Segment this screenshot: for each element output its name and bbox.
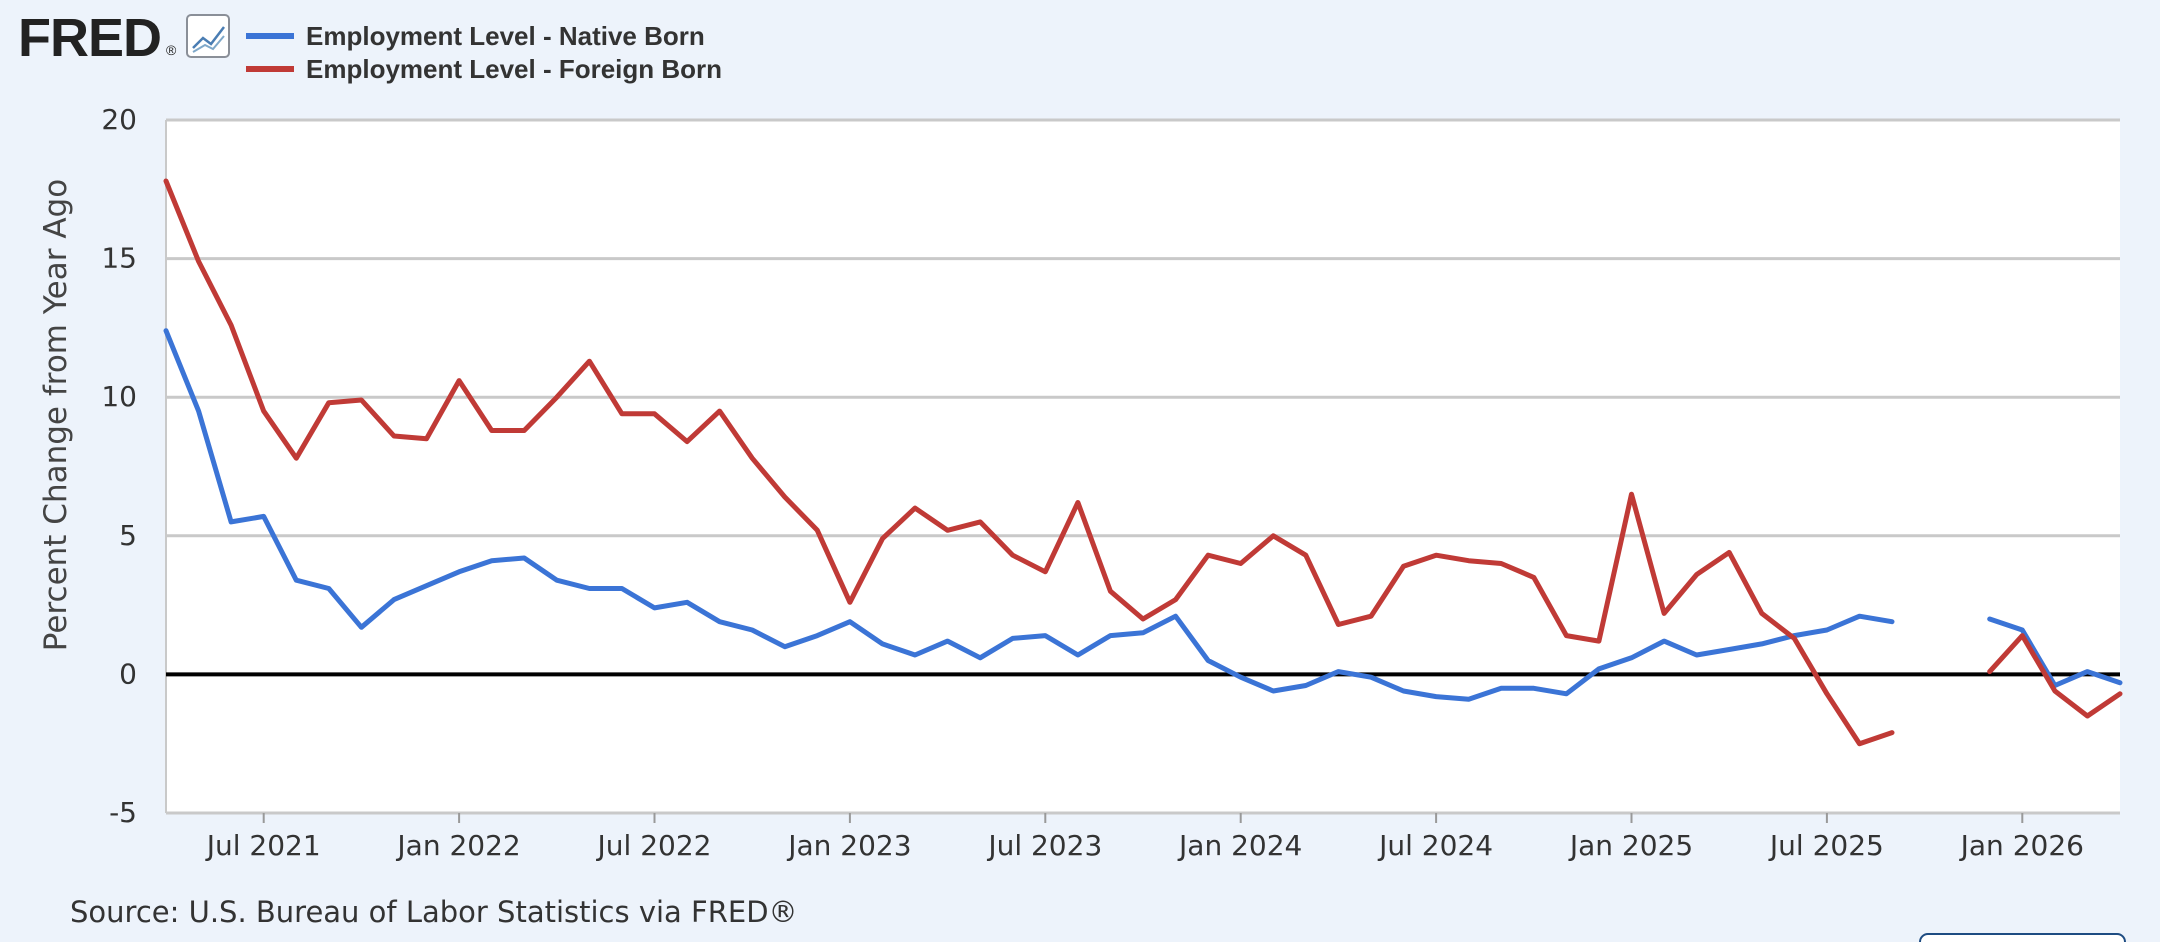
x-tick-label: Jan 2025 [1568, 829, 1693, 862]
registered-mark: ® [166, 42, 177, 58]
x-tick-label: Jan 2024 [1177, 829, 1302, 862]
legend-label-foreign-born: Employment Level - Foreign Born [306, 54, 722, 84]
line-chart-icon [186, 14, 230, 58]
x-tick-label: Jul 2022 [596, 829, 712, 862]
series-line-native-born [1987, 616, 2123, 688]
x-tick-label: Jul 2025 [1768, 829, 1884, 862]
bottom-right-button[interactable] [1919, 933, 2126, 942]
x-axis-ticks: Jul 2021 Jan 2022 Jul 2022 Jan 2023 Jul 2023… [205, 813, 2084, 862]
y-tick-label: -5 [109, 796, 137, 829]
x-tick-label: Jul 2024 [1377, 829, 1493, 862]
x-tick-label: Jan 2022 [395, 829, 520, 862]
series-line-native-born [163, 328, 1895, 702]
series-lines [163, 178, 2123, 747]
fred-logo-text: FRED [18, 8, 161, 68]
y-axis-ticks: -5 0 5 10 15 20 [101, 103, 137, 829]
series-line-foreign-born [163, 178, 1895, 747]
legend-label-native-born: Employment Level - Native Born [306, 21, 705, 51]
y-tick-label: 20 [101, 103, 137, 136]
fred-logo[interactable]: FRED ® [18, 8, 177, 68]
chart-legend: Employment Level - Native Born Employmen… [246, 21, 722, 84]
series-line-foreign-born [1987, 633, 2123, 719]
plot-area [166, 120, 2120, 813]
y-axis-title: Percent Change from Year Ago [38, 179, 74, 651]
x-tick-label: Jan 2023 [786, 829, 911, 862]
y-tick-label: 0 [119, 657, 137, 690]
y-tick-label: 15 [101, 242, 137, 275]
y-tick-label: 10 [101, 380, 137, 413]
x-tick-label: Jul 2023 [986, 829, 1102, 862]
x-tick-label: Jul 2021 [205, 829, 321, 862]
source-note: Source: U.S. Bureau of Labor Statistics … [70, 895, 798, 929]
legend-item-native-born[interactable]: Employment Level - Native Born [246, 21, 705, 51]
y-tick-label: 5 [119, 519, 137, 552]
legend-item-foreign-born[interactable]: Employment Level - Foreign Born [246, 54, 722, 84]
x-tick-label: Jan 2026 [1959, 829, 2084, 862]
